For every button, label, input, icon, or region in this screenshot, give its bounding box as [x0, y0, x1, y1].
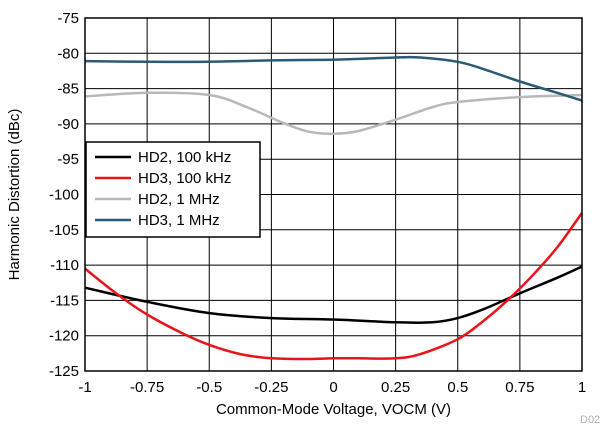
- legend-label: HD3, 1 MHz: [138, 212, 220, 229]
- series-line-3: [84, 55, 583, 102]
- y-tick-label: -80: [57, 45, 79, 62]
- x-tick-label: -0.25: [254, 379, 288, 396]
- y-tick-label: -105: [49, 222, 79, 239]
- y-tick-label: -95: [57, 151, 79, 168]
- legend-label: HD2, 100 kHz: [138, 149, 231, 166]
- series-line-0: [84, 265, 583, 324]
- y-tick-label: -90: [57, 116, 79, 133]
- x-tick-label: 0: [329, 379, 337, 396]
- y-axis-label: Harmonic Distortion (dBc): [6, 109, 23, 281]
- y-tick-label: -115: [50, 292, 79, 309]
- x-tick-label: -0.5: [196, 379, 222, 396]
- figure-code: D02: [580, 414, 600, 426]
- y-tick-label: -75: [57, 10, 79, 27]
- legend-label: HD3, 100 kHz: [138, 170, 231, 187]
- x-tick-label: 0.5: [447, 379, 468, 396]
- x-tick-labels: -1 -0.75 -0.5 -0.25 0 0.25 0.5 0.75 1: [78, 379, 586, 396]
- series-line-1: [84, 212, 584, 361]
- series-lines: [84, 55, 584, 361]
- y-tick-label: -100: [49, 187, 79, 204]
- x-axis-label: Common-Mode Voltage, VOCM (V): [216, 401, 451, 418]
- legend-label: HD2, 1 MHz: [138, 191, 220, 208]
- x-tick-label: 0.25: [381, 379, 410, 396]
- x-tick-label: 0.75: [505, 379, 534, 396]
- x-tick-label: -1: [78, 379, 91, 396]
- plot-frame: [84, 17, 583, 372]
- y-tick-label: -125: [49, 363, 79, 380]
- y-tick-label: -120: [49, 328, 79, 345]
- x-tick-label: 1: [578, 379, 586, 396]
- series-line-2: [84, 91, 583, 136]
- y-tick-labels: -75 -80 -85 -90 -95 -100 -105 -110 -115 -120 -125: [49, 10, 79, 380]
- y-tick-label: -110: [50, 257, 79, 274]
- y-tick-label: -85: [57, 81, 79, 98]
- legend: HD2, 100 kHz HD3, 100 kHz HD2, 1 MHz HD3, 1…: [85, 141, 261, 238]
- x-tick-label: -0.75: [130, 379, 164, 396]
